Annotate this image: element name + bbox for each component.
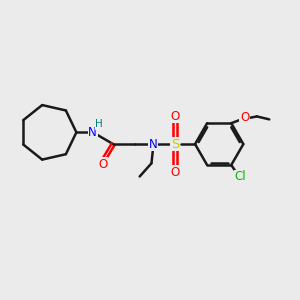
Text: S: S [171, 138, 179, 151]
Text: O: O [98, 158, 107, 171]
Text: N: N [88, 126, 97, 139]
Text: H: H [95, 119, 103, 129]
Text: O: O [240, 111, 249, 124]
Text: O: O [170, 110, 180, 123]
Text: O: O [170, 166, 180, 178]
Text: Cl: Cl [234, 170, 246, 183]
Text: N: N [148, 138, 157, 151]
